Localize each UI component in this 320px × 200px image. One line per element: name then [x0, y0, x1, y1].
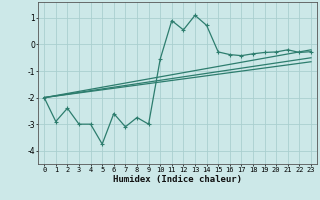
- X-axis label: Humidex (Indice chaleur): Humidex (Indice chaleur): [113, 175, 242, 184]
